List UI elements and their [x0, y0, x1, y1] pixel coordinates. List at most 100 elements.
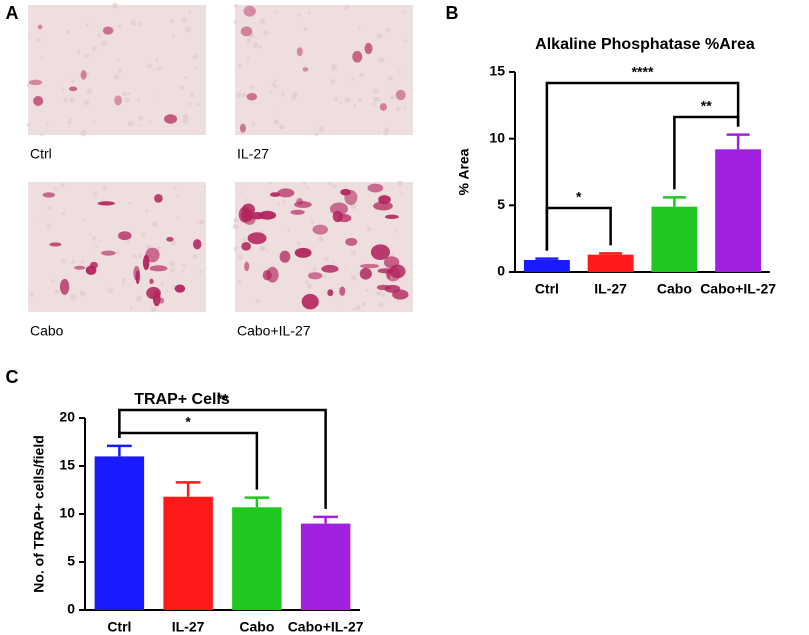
texture — [238, 254, 243, 260]
stained-cell — [37, 24, 43, 30]
stained-cell — [359, 267, 372, 280]
texture — [378, 57, 385, 63]
x-tick-label: Ctrl — [107, 619, 131, 635]
texture — [303, 27, 308, 32]
significance-label: ** — [701, 98, 712, 114]
texture — [185, 26, 192, 33]
stained-cell — [90, 261, 98, 269]
texture — [259, 18, 266, 25]
texture — [138, 253, 143, 258]
texture — [171, 34, 176, 39]
texture — [233, 20, 238, 24]
texture — [378, 302, 384, 308]
texture — [63, 97, 68, 102]
texture — [117, 24, 122, 29]
x-tick-label: IL-27 — [172, 619, 205, 635]
image-caption: Ctrl — [30, 146, 52, 162]
texture — [91, 45, 97, 52]
texture — [26, 123, 30, 127]
micrograph — [235, 5, 413, 135]
bar — [715, 149, 762, 272]
texture — [117, 58, 120, 62]
micrograph — [28, 5, 206, 135]
chart-title: Alkaline Phosphatase %Area — [535, 36, 755, 53]
texture — [94, 245, 98, 249]
stained-cell — [385, 214, 399, 220]
texture — [246, 38, 252, 43]
panel-label: C — [6, 367, 19, 387]
texture — [199, 270, 203, 274]
texture — [352, 308, 356, 311]
texture — [70, 293, 76, 300]
texture — [36, 218, 39, 221]
significance-bracket — [545, 81, 740, 251]
texture — [141, 232, 146, 237]
bar — [523, 260, 570, 272]
texture — [262, 29, 269, 36]
stained-cell — [312, 224, 328, 235]
texture — [160, 282, 165, 286]
texture — [287, 228, 291, 232]
texture — [85, 23, 89, 27]
texture — [281, 92, 286, 97]
texture — [304, 280, 309, 284]
texture — [269, 91, 273, 95]
texture — [238, 63, 243, 69]
texture — [102, 186, 108, 191]
stained-cell — [149, 278, 154, 284]
stained-cell — [367, 183, 384, 193]
texture — [373, 88, 379, 94]
texture — [291, 95, 297, 101]
texture — [126, 239, 130, 244]
texture — [137, 115, 144, 122]
texture — [329, 78, 336, 85]
texture — [403, 39, 407, 43]
y-tick-label: 5 — [67, 553, 75, 569]
texture — [170, 240, 176, 246]
texture — [151, 306, 157, 313]
texture — [92, 191, 98, 197]
texture — [135, 295, 142, 302]
texture — [269, 181, 272, 184]
texture — [80, 130, 87, 137]
texture — [80, 260, 85, 264]
texture — [181, 263, 186, 268]
texture — [366, 226, 372, 232]
texture — [359, 72, 364, 77]
texture — [314, 132, 319, 137]
texture — [101, 40, 108, 47]
stained-cell — [302, 67, 308, 72]
texture — [353, 103, 357, 108]
texture — [128, 201, 132, 205]
texture — [181, 16, 187, 23]
stained-cell — [258, 210, 277, 220]
texture — [182, 113, 189, 120]
stained-cell — [379, 103, 387, 111]
texture — [312, 267, 317, 272]
texture — [336, 303, 340, 306]
texture — [149, 120, 152, 123]
texture — [122, 91, 127, 97]
texture — [394, 228, 399, 233]
stained-cell — [42, 192, 55, 198]
texture — [318, 126, 325, 133]
texture — [403, 11, 407, 14]
texture — [278, 124, 285, 131]
texture — [86, 88, 93, 95]
x-tick-label: Ctrl — [535, 281, 559, 297]
stained-cell — [279, 250, 291, 263]
texture — [67, 120, 72, 125]
y-tick-label: 5 — [497, 196, 505, 212]
stained-cell — [247, 232, 267, 245]
texture — [165, 290, 169, 293]
texture — [351, 250, 357, 256]
texture — [292, 207, 295, 210]
stained-cell — [192, 239, 202, 250]
texture — [132, 254, 138, 259]
stained-cell — [241, 242, 251, 251]
stained-cell — [174, 284, 186, 293]
texture — [199, 219, 205, 225]
bar — [94, 456, 145, 610]
stained-cell — [364, 42, 373, 55]
texture — [47, 206, 52, 211]
